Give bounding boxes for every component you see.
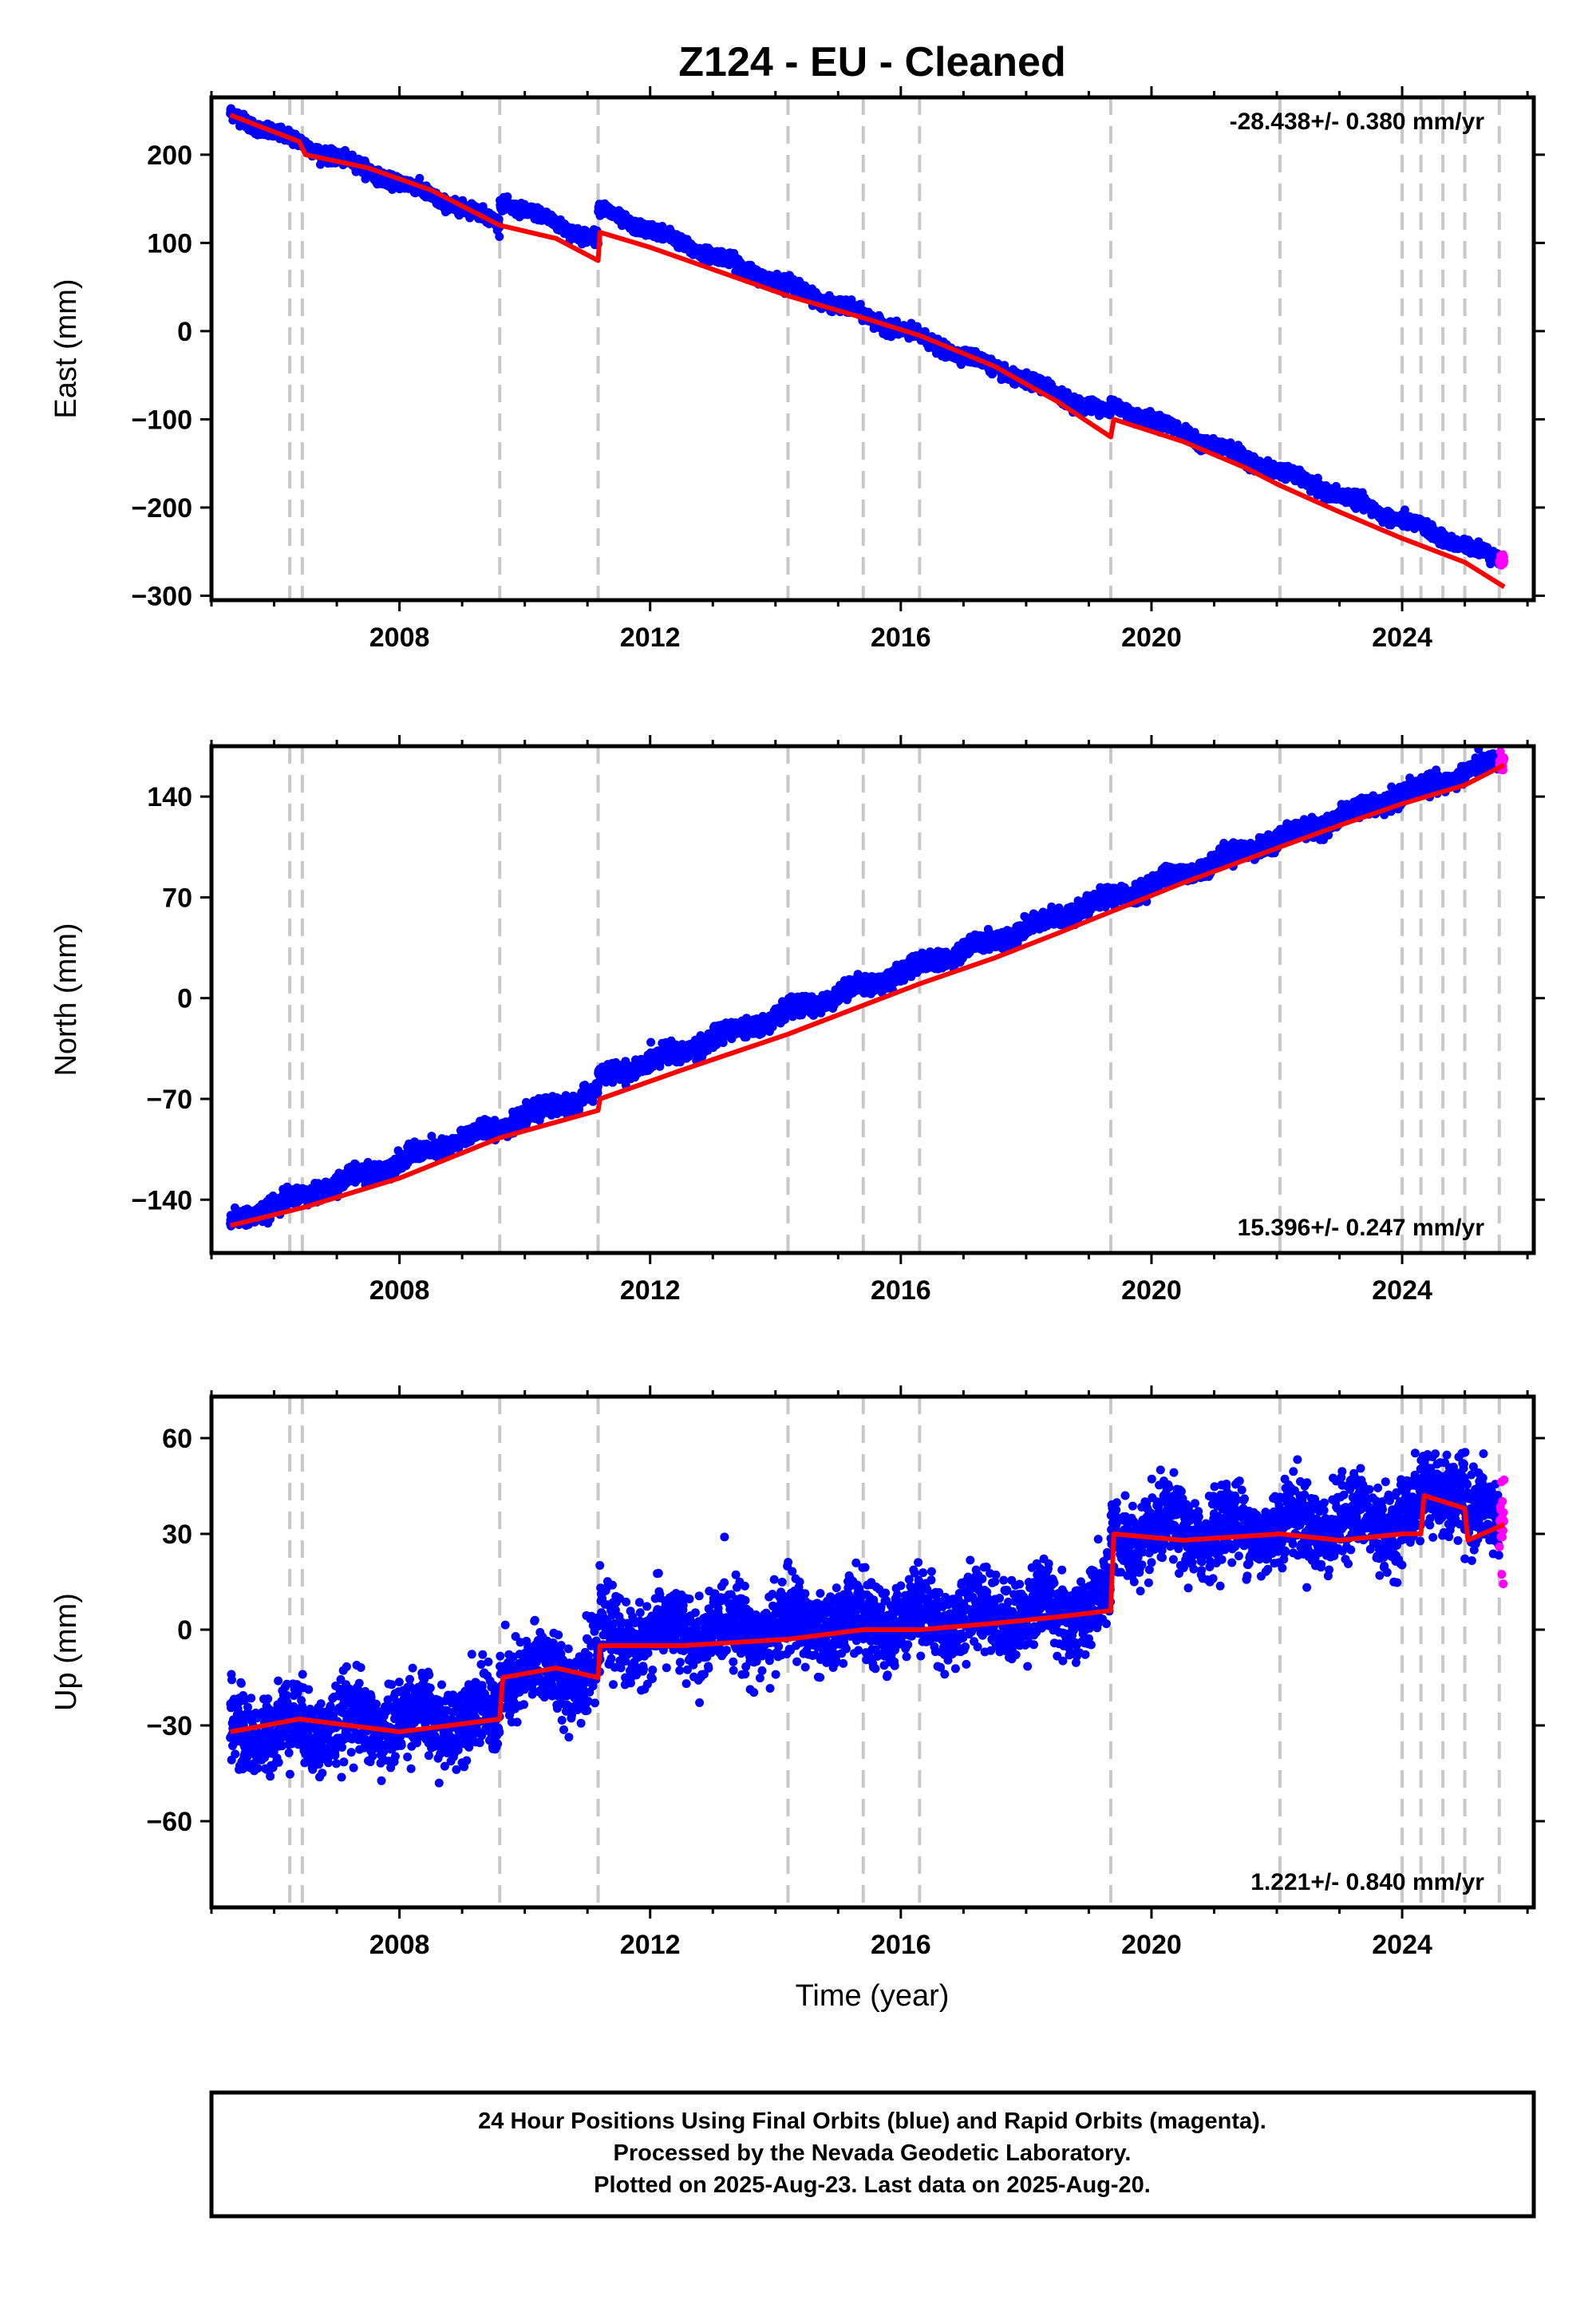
- y-tick-label: −100: [131, 405, 192, 435]
- final-point: [1400, 505, 1409, 515]
- y-tick-label: 0: [177, 317, 192, 347]
- y-tick-label: −300: [131, 581, 192, 611]
- final-point: [495, 232, 504, 241]
- rapid-point: [1499, 556, 1509, 566]
- model-line: [229, 113, 1506, 589]
- y-tick-label: 200: [147, 140, 192, 171]
- final-point: [503, 192, 512, 201]
- plot-area: [211, 97, 1534, 600]
- chart-title: Z124 - EU - Cleaned: [678, 39, 1065, 85]
- final-point: [415, 173, 425, 183]
- y-tick-label: −200: [131, 493, 192, 524]
- panel-frame: [209, 95, 1536, 603]
- y-tick-label: 100: [147, 228, 192, 259]
